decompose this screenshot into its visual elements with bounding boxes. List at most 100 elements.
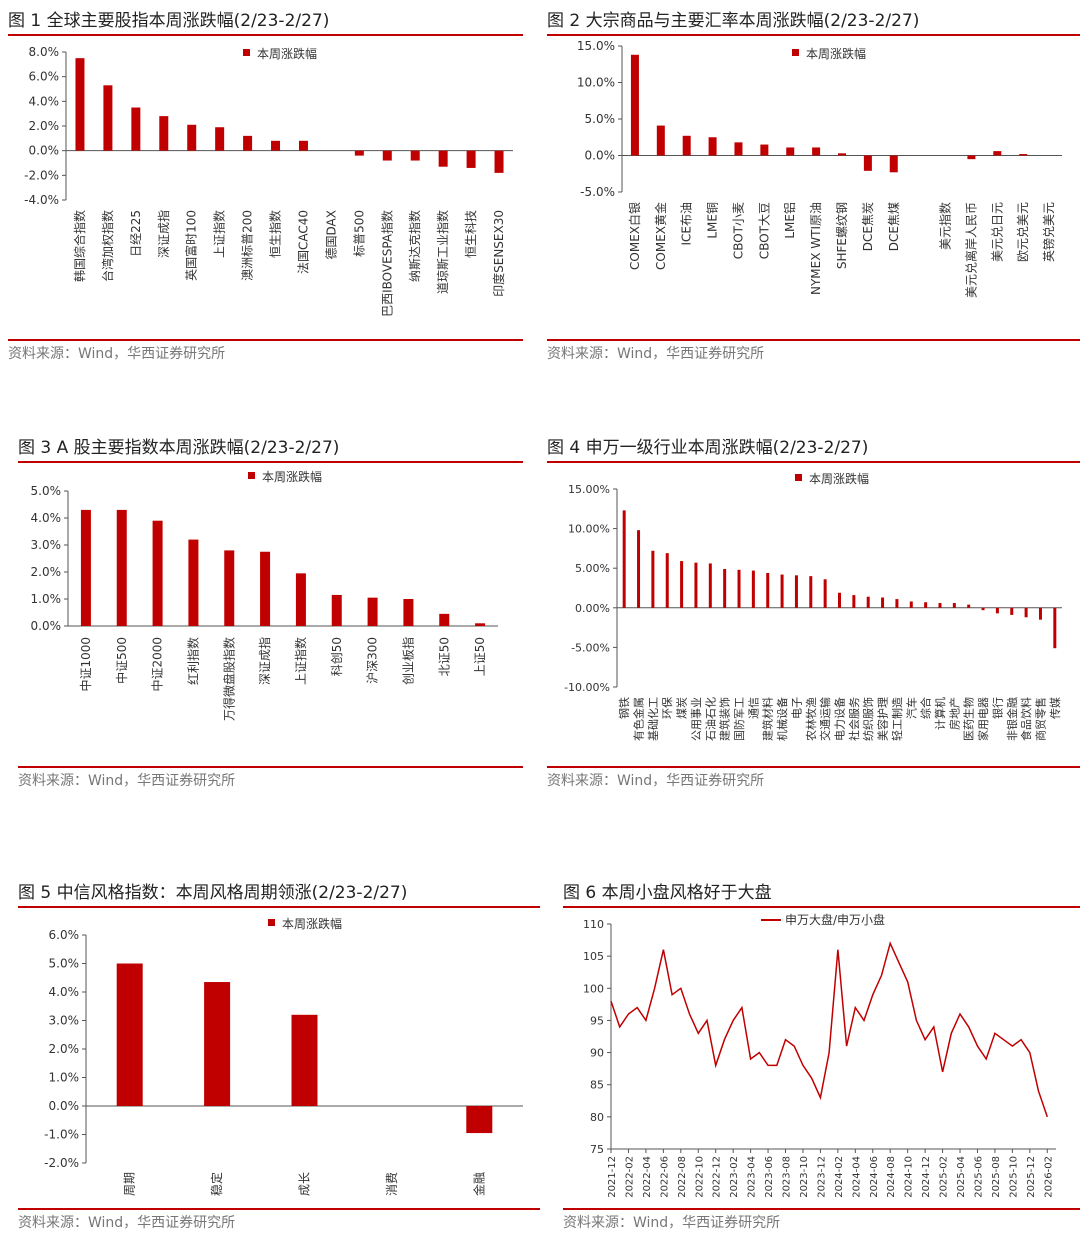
x-tick-label: 2023-06 bbox=[764, 1156, 775, 1198]
y-tick-label: 80 bbox=[590, 1111, 604, 1124]
bar bbox=[438, 150, 448, 167]
bar bbox=[995, 607, 999, 614]
bar bbox=[331, 594, 342, 626]
chart-title-1: 图 1 全球主要股指本周涨跌幅(2/23-2/27) bbox=[8, 11, 330, 31]
bar bbox=[967, 155, 976, 160]
x-tick-label: 创业板指 bbox=[400, 637, 415, 685]
bar bbox=[152, 520, 163, 626]
x-tick-label: 食品饮料 bbox=[1019, 697, 1033, 741]
x-tick-label: 台湾加权指数 bbox=[100, 210, 115, 282]
bar bbox=[80, 509, 91, 626]
x-tick-label: 建筑装饰 bbox=[718, 697, 732, 741]
x-tick-label: 消费 bbox=[385, 1172, 399, 1196]
chart-title-5: 图 5 中信风格指数：本周风格周期领涨(2/23-2/27) bbox=[18, 883, 408, 903]
y-tick-label: -5.0% bbox=[580, 185, 615, 199]
x-tick-label: DCE焦煤 bbox=[887, 202, 901, 251]
x-tick-label: 2024-02 bbox=[834, 1156, 845, 1198]
x-tick-label: 环保 bbox=[660, 697, 674, 719]
y-tick-label: -1.0% bbox=[44, 1128, 79, 1142]
x-tick-label: COMEX黄金 bbox=[653, 202, 668, 270]
chart-title-4: 图 4 申万一级行业本周涨跌幅(2/23-2/27) bbox=[547, 438, 869, 458]
legend-swatch bbox=[243, 49, 250, 56]
y-tick-label: 0.0% bbox=[49, 1099, 80, 1113]
x-tick-label: 2024-12 bbox=[921, 1156, 932, 1198]
x-tick-label: 英国富时100 bbox=[184, 210, 199, 281]
bar bbox=[952, 603, 956, 608]
x-tick-label: 欧元兑美元 bbox=[1016, 202, 1030, 262]
bottom-rule-1 bbox=[8, 339, 523, 341]
bar bbox=[967, 604, 971, 608]
x-tick-label: 2024-04 bbox=[851, 1156, 862, 1198]
y-tick-label: 2.0% bbox=[49, 1042, 80, 1056]
x-tick-label: 2022-02 bbox=[624, 1156, 635, 1198]
x-tick-label: LME铜 bbox=[705, 202, 720, 239]
y-tick-label: 95 bbox=[590, 1014, 604, 1027]
x-tick-label: LME铝 bbox=[782, 202, 797, 239]
source-note-3: 资料来源：Wind，华西证券研究所 bbox=[18, 773, 236, 789]
x-tick-label: 2022-04 bbox=[642, 1156, 653, 1198]
x-tick-label: 钢铁 bbox=[618, 697, 631, 719]
x-tick-label: COMEX白银 bbox=[627, 202, 642, 270]
bar bbox=[881, 597, 885, 608]
series-line bbox=[610, 941, 1049, 1118]
bar bbox=[439, 613, 450, 626]
bar bbox=[651, 550, 655, 608]
bar-chart-5: 6.0% 5.0% 4.0% 3.0% 2.0% 1.0% 0.0% -1.0% -2.0% 周期… bbox=[44, 916, 523, 1196]
bar bbox=[630, 54, 639, 156]
x-tick-label: 2025-06 bbox=[973, 1156, 984, 1198]
y-tick-label: 4.0% bbox=[29, 94, 60, 108]
y-tick-label: 6.0% bbox=[49, 928, 80, 942]
x-tick-label: NYMEX WTI原油 bbox=[809, 202, 823, 295]
bar bbox=[708, 563, 712, 608]
bar bbox=[780, 574, 784, 608]
x-tick-label: 2023-10 bbox=[799, 1156, 810, 1198]
x-tick-label: 2024-06 bbox=[869, 1156, 880, 1198]
x-tick-label: 2025-08 bbox=[991, 1156, 1002, 1198]
y-tick-label: 85 bbox=[590, 1079, 604, 1092]
x-tick-label: 公用事业 bbox=[690, 697, 703, 741]
y-tick-label: 1.0% bbox=[49, 1071, 80, 1085]
y-tick-label: 3.0% bbox=[31, 538, 62, 552]
bar bbox=[475, 623, 486, 626]
x-tick-label: 电子 bbox=[790, 697, 803, 719]
bar bbox=[131, 107, 141, 151]
bar bbox=[751, 570, 755, 608]
source-note-2: 资料来源：Wind，华西证券研究所 bbox=[547, 346, 765, 362]
bar bbox=[116, 963, 143, 1106]
x-tick-label: 科创50 bbox=[330, 637, 344, 676]
x-tick-label: 英镑兑美元 bbox=[1041, 202, 1056, 262]
x-tick-label: 美容护理 bbox=[876, 697, 890, 741]
x-tick-label: 农林牧渔 bbox=[804, 697, 818, 741]
y-tick-label: 0.00% bbox=[575, 602, 610, 615]
bar-chart-2: 15.0% 10.0% 5.0% 0.0% -5.0% COMEX白银 COMEX黄金 ICE… bbox=[577, 39, 1062, 298]
bar bbox=[298, 140, 308, 151]
bar bbox=[494, 150, 504, 173]
bottom-rule-5 bbox=[18, 1208, 540, 1210]
legend-label: 本周涨跌幅 bbox=[257, 46, 317, 61]
bar bbox=[665, 553, 669, 608]
bottom-rule-2 bbox=[547, 339, 1080, 341]
x-tick-label: 煤炭 bbox=[676, 697, 689, 719]
x-tick-label: 银行 bbox=[990, 697, 1004, 719]
bottom-rule-4 bbox=[547, 766, 1080, 768]
x-tick-label: 稳定 bbox=[209, 1172, 224, 1196]
bar bbox=[354, 150, 364, 156]
bar bbox=[159, 116, 169, 151]
x-tick-label: 深证成指 bbox=[257, 637, 272, 685]
chart-panel-4: 图 4 申万一级行业本周涨跌幅(2/23-2/27) 15.00% 10.00% 5… bbox=[547, 433, 1080, 793]
x-tick-label: DCE焦炭 bbox=[861, 202, 875, 251]
y-tick-label: 2.0% bbox=[31, 565, 62, 579]
x-tick-label: 2025-12 bbox=[1026, 1156, 1037, 1198]
x-tick-label: 纺织服饰 bbox=[861, 697, 875, 741]
bar bbox=[682, 135, 691, 156]
x-tick-label: 社会服务 bbox=[847, 697, 861, 741]
x-tick-label: 石油石化 bbox=[703, 697, 717, 741]
x-tick-label: 沪深300 bbox=[366, 637, 380, 684]
bar bbox=[271, 140, 281, 151]
y-tick-label: 5.00% bbox=[575, 562, 610, 575]
bar bbox=[895, 599, 899, 608]
y-tick-label: 2.0% bbox=[29, 119, 60, 133]
chart-panel-2: 图 2 大宗商品与主要汇率本周涨跌幅(2/23-2/27) 15.0% 10.0%… bbox=[547, 6, 1080, 366]
title-rule-3 bbox=[18, 461, 523, 463]
bar bbox=[466, 150, 476, 168]
